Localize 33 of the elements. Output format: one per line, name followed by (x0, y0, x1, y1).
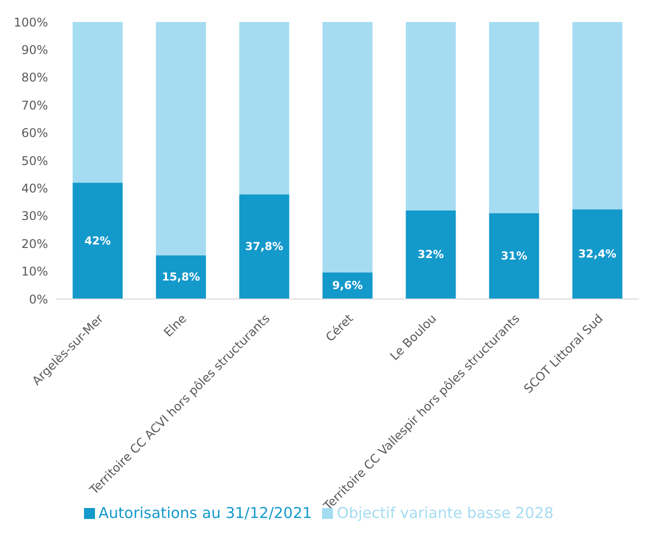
legend-label: Autorisations au 31/12/2021 (98, 504, 312, 522)
data-label: 31% (500, 250, 528, 263)
y-tick-label: 30% (21, 209, 48, 224)
data-label: 15,8% (162, 270, 200, 284)
y-tick-label: 90% (21, 42, 48, 57)
y-tick-label: 50% (21, 154, 48, 168)
bar (572, 22, 622, 210)
y-tick-label: 100% (14, 15, 48, 30)
bar (72, 22, 123, 183)
bar (72, 182, 123, 299)
bar (489, 213, 540, 299)
legend-label: Objectif variante basse 2028 (336, 504, 554, 522)
data-label: 32,4% (578, 248, 616, 261)
y-tick-label: 60% (21, 126, 48, 140)
bar (156, 22, 206, 256)
y-tick-label: 10% (21, 264, 48, 279)
y-tick-label: 80% (21, 70, 48, 85)
y-tick-label: 0% (28, 292, 48, 306)
bar (239, 194, 290, 299)
data-label: 32% (418, 248, 444, 262)
bar (239, 22, 290, 194)
bar (322, 22, 373, 272)
data-label: 37,8% (245, 240, 284, 254)
y-tick-label: 70% (21, 98, 48, 112)
bar (489, 22, 540, 214)
data-label: 9,6% (332, 279, 363, 292)
bar (406, 210, 456, 299)
y-tick-label: 20% (21, 236, 48, 251)
bar (406, 22, 456, 210)
bar (156, 255, 206, 299)
y-tick-label: 40% (21, 181, 48, 196)
bar (572, 209, 622, 299)
data-label: 42% (84, 234, 111, 248)
